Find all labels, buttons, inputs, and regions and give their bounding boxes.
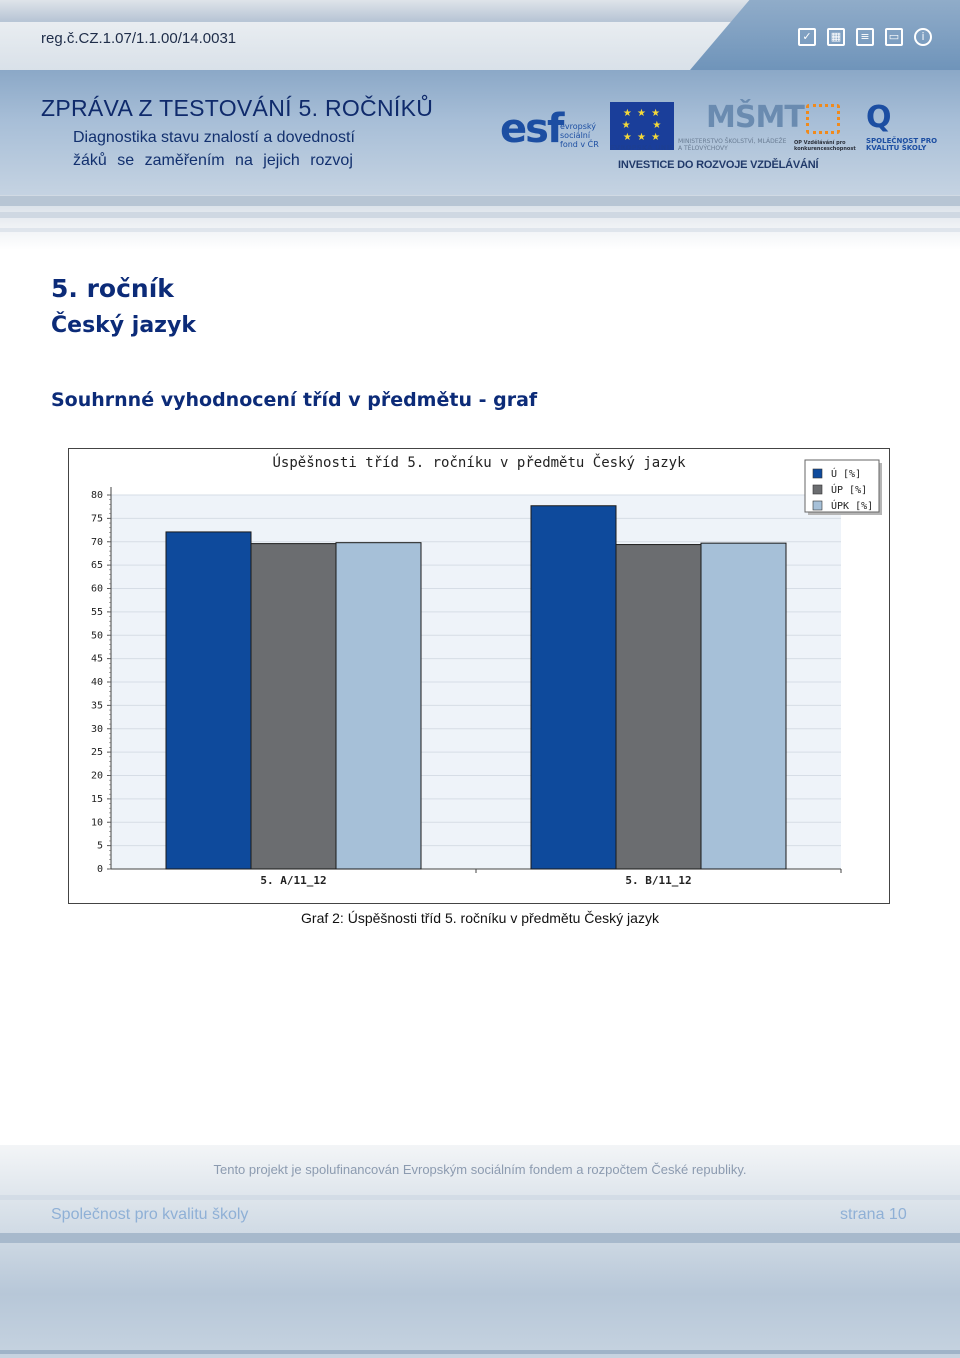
esf-logo: esf evropský sociální fond v ČR <box>500 106 599 152</box>
msmt-logo: MŠMT MINISTERSTVO ŠKOLSTVÍ, MLÁDEŽE A TĚ… <box>678 100 805 152</box>
footer-stripe <box>0 1195 960 1200</box>
y-tick-label: 55 <box>91 607 103 618</box>
y-tick-label: 25 <box>91 747 103 758</box>
x-tick-label: 5. B/11_12 <box>625 874 691 887</box>
investment-slogan: INVESTICE DO ROZVOJE VZDĚLÁVÁNÍ <box>618 159 819 171</box>
header-stripe <box>0 196 960 206</box>
op-logo: OP Vzdělávání pro konkurenceschopnost <box>794 104 860 152</box>
page-footer <box>0 1145 960 1358</box>
y-tick-label: 65 <box>91 560 103 571</box>
page-number: strana 10 <box>840 1206 907 1223</box>
report-subtitle: žáků se zaměřením na jejich rozvoj <box>73 152 353 169</box>
partner-logos: esf evropský sociální fond v ČR ★ ★ ★ ★ ★… <box>498 100 938 175</box>
header-icons: ✓ ▦ ≡ ▭ i <box>798 28 932 46</box>
bar <box>615 544 702 870</box>
y-tick-label: 45 <box>91 654 103 665</box>
registration-number: reg.č.CZ.1.07/1.1.00/14.0031 <box>41 30 237 47</box>
y-tick-label: 15 <box>91 794 103 805</box>
chart-frame: 0 5 10 15 20 25 30 35 40 45 50 55 60 65 70 75 80 5. A/11_… <box>68 448 890 904</box>
eu-flag-logo: ★ ★ ★ ★ ★ ★ ★ ★ <box>610 102 674 150</box>
y-tick-label: 10 <box>91 817 103 828</box>
legend-label: ÚP [%] <box>831 483 867 496</box>
footer-stripe <box>0 1350 960 1354</box>
legend-swatch <box>812 468 823 479</box>
page-header <box>0 0 960 250</box>
y-tick-label: 20 <box>91 771 103 782</box>
bar <box>700 542 787 870</box>
y-tick-label: 75 <box>91 513 103 524</box>
y-tick-label: 70 <box>91 537 103 548</box>
legend-label: Ú [%] <box>831 467 861 480</box>
bar <box>335 542 422 870</box>
y-tick-label: 60 <box>91 584 103 595</box>
report-subtitle: Diagnostika stavu znalostí a dovedností <box>73 129 355 146</box>
checkbox-icon: ✓ <box>798 28 816 46</box>
bar <box>250 543 337 870</box>
y-tick-label: 5 <box>97 841 103 852</box>
y-tick-label: 35 <box>91 700 103 711</box>
header-stripe <box>0 212 960 218</box>
document-icon: ≡ <box>856 28 874 46</box>
footer-stripe <box>0 1233 960 1243</box>
x-tick-label: 5. A/11_12 <box>260 874 326 887</box>
header-band <box>0 70 960 195</box>
legend-swatch <box>812 484 823 495</box>
sqs-logo: Q SPOLEČNOST PRO KVALITU ŠKOLY <box>866 100 938 152</box>
y-tick-label: 80 <box>91 490 103 501</box>
grade-heading: 5. ročník <box>51 274 174 303</box>
y-tick-label: 40 <box>91 677 103 688</box>
report-title: ZPRÁVA Z TESTOVÁNÍ 5. ROČNÍKŮ <box>41 95 434 121</box>
organization-name: Společnost pro kvalitu školy <box>51 1206 249 1223</box>
y-tick-label: 0 <box>97 864 103 875</box>
chart-icon: ▦ <box>827 28 845 46</box>
window-icon: ▭ <box>885 28 903 46</box>
eu-logo-label: EVROPSKÁ UNIE <box>610 144 674 152</box>
y-tick-label: 50 <box>91 630 103 641</box>
header-stripe <box>0 228 960 232</box>
op-emblem-icon <box>806 104 840 134</box>
bar <box>530 505 617 870</box>
legend-swatch <box>812 500 823 511</box>
bar <box>165 531 252 870</box>
info-icon: i <box>914 28 932 46</box>
chart-title: Úspěšnosti tříd 5. ročníku v předmětu Če… <box>272 453 686 471</box>
section-title: Souhrnné vyhodnocení tříd v předmětu - g… <box>51 389 538 411</box>
chart-caption: Graf 2: Úspěšnosti tříd 5. ročníku v pře… <box>301 910 659 926</box>
cofunding-notice: Tento projekt je spolufinancován Evropsk… <box>213 1162 747 1177</box>
eu-stars-icon: ★ ★ ★ ★ ★ ★ ★ ★ <box>621 108 663 143</box>
legend-label: ÚPK [%] <box>831 499 873 512</box>
subject-heading: Český jazyk <box>51 313 196 338</box>
y-tick-label: 30 <box>91 724 103 735</box>
bar-chart: 0 5 10 15 20 25 30 35 40 45 50 55 60 65 70 75 80 5. A/11_… <box>91 453 882 887</box>
